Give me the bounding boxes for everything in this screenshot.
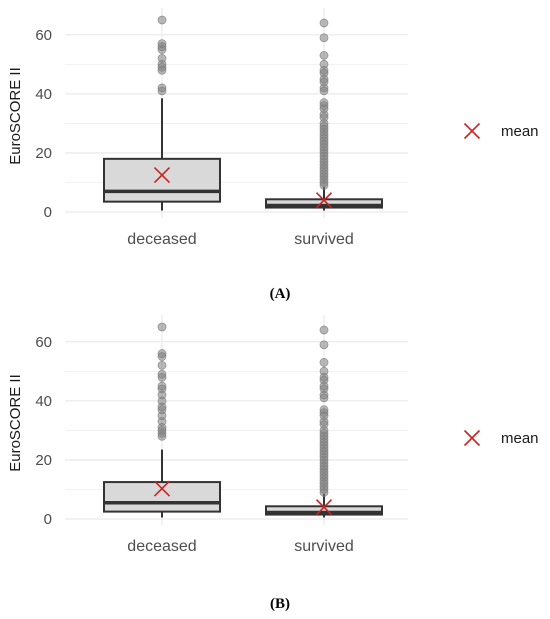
mean-marker	[315, 192, 333, 209]
outlier-point	[319, 59, 329, 69]
y-axis-title: EuroSCORE II	[7, 374, 24, 472]
x-category-label: survived	[294, 231, 354, 248]
outlier-point	[157, 83, 167, 93]
y-tick-label: 0	[44, 511, 52, 528]
mean-marker-stroke	[153, 480, 171, 497]
outlier-point	[319, 98, 329, 108]
outlier-point	[157, 349, 167, 358]
outlier-point	[319, 51, 329, 60]
y-tick-label: 60	[35, 27, 52, 44]
y-tick-label: 40	[35, 86, 52, 103]
panel-a: 0 20 40 60 EuroSCORE II deceased survived mean (…	[7, 8, 539, 302]
y-axis-title: EuroSCORE II	[7, 67, 24, 165]
outlier-point	[157, 381, 167, 391]
mean-marker	[153, 480, 171, 497]
outlier-point	[319, 33, 329, 43]
mean-marker	[153, 167, 171, 184]
x-category-label: deceased	[127, 538, 196, 555]
legend-mean-icon	[463, 122, 481, 140]
legend-label: mean	[501, 430, 539, 447]
mean-marker-stroke	[153, 167, 171, 184]
legend: mean	[463, 429, 539, 447]
outlier-point	[319, 366, 329, 376]
x-category-label: deceased	[127, 231, 196, 248]
outlier-point	[157, 360, 167, 370]
legend: mean	[463, 122, 539, 140]
mean-marker-stroke	[315, 192, 333, 209]
panel-label: (A)	[270, 286, 291, 302]
x-category-label: survived	[294, 538, 354, 555]
legend-label: mean	[501, 123, 539, 140]
panel-b: 0 20 40 60 EuroSCORE II deceased survived mean (…	[7, 315, 539, 612]
outlier-point	[319, 325, 329, 335]
y-tick-label: 60	[35, 334, 52, 351]
y-tick-label: 0	[44, 204, 52, 221]
legend-mean-icon	[463, 429, 481, 447]
panel-label: (B)	[270, 596, 290, 612]
outlier-point	[319, 18, 329, 28]
mean-marker-stroke	[315, 499, 333, 516]
outlier-point	[157, 15, 167, 25]
outlier-point	[157, 54, 167, 63]
y-tick-label: 20	[35, 452, 52, 469]
mean-marker	[315, 499, 333, 516]
outlier-point	[157, 322, 167, 332]
outlier-point	[157, 369, 167, 379]
y-tick-label: 20	[35, 145, 52, 162]
box-iqr	[103, 157, 221, 203]
outlier-point	[319, 405, 329, 415]
outlier-point	[157, 39, 167, 49]
outlier-point	[319, 340, 329, 350]
box-iqr	[103, 481, 221, 513]
outlier-point	[319, 358, 329, 367]
y-tick-label: 40	[35, 393, 52, 410]
